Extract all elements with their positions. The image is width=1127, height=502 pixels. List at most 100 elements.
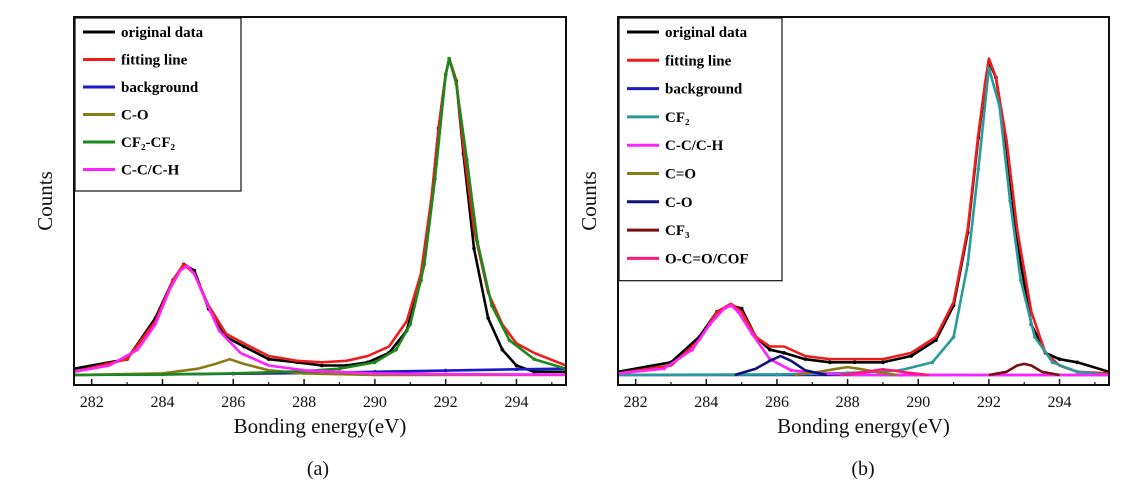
data-point xyxy=(532,357,536,361)
legend-label: CF₃ xyxy=(665,223,690,239)
data-point xyxy=(408,322,413,327)
series-group xyxy=(618,57,1109,377)
data-point xyxy=(951,335,956,339)
x-axis-label: Bonding energy(eV) xyxy=(234,414,407,438)
data-point xyxy=(1008,199,1012,203)
data-point xyxy=(1057,357,1062,361)
data-point xyxy=(454,82,459,86)
series-line-9 xyxy=(840,367,929,377)
legend-label: background xyxy=(665,82,743,98)
x-tick-label: 292 xyxy=(977,394,1001,411)
data-point xyxy=(750,332,755,336)
panel-caption: (b) xyxy=(851,458,874,480)
data-point xyxy=(930,360,935,365)
data-point xyxy=(266,357,271,361)
legend-label: background xyxy=(121,80,199,96)
data-point xyxy=(708,322,712,327)
x-tick-label: 284 xyxy=(694,394,718,411)
series-line-5 xyxy=(618,304,1109,377)
data-point xyxy=(1075,370,1080,374)
legend-label: original data xyxy=(121,25,204,41)
data-point xyxy=(789,368,793,373)
plot-frame xyxy=(617,16,1110,386)
data-point xyxy=(319,363,324,368)
data-point xyxy=(443,72,448,77)
data-point xyxy=(768,347,772,352)
series-line-6 xyxy=(74,264,566,376)
legend-label: C=O xyxy=(665,167,696,183)
x-tick-label: 290 xyxy=(906,394,930,411)
legend: original data fitting line background CF₂ C-… xyxy=(618,17,783,282)
data-point xyxy=(1075,360,1080,365)
data-point xyxy=(909,354,913,358)
data-point xyxy=(736,309,740,314)
data-point xyxy=(1033,335,1037,339)
x-tick-label: 288 xyxy=(836,394,860,411)
data-point xyxy=(690,347,694,352)
legend-label: C-C/C-H xyxy=(665,138,724,154)
data-point xyxy=(465,158,469,162)
data-point xyxy=(394,347,398,352)
data-point xyxy=(782,351,786,355)
data-point xyxy=(987,66,991,70)
legend-label: C-O xyxy=(665,195,693,211)
x-tick-label: 282 xyxy=(80,394,104,411)
legend-label: O-C=O/COF xyxy=(665,251,749,267)
data-point xyxy=(500,347,505,352)
data-point xyxy=(507,338,512,343)
x-tick-label: 292 xyxy=(434,394,458,411)
y-axis-label: Counts xyxy=(577,171,601,231)
series-line-2 xyxy=(618,57,1109,375)
legend-label: fitting line xyxy=(665,53,732,69)
data-point xyxy=(242,344,246,349)
data-point xyxy=(852,360,857,365)
data-point xyxy=(1050,360,1055,365)
chart-panel-b: 282 284 286 288 290 292 294 Bonding energy(eV) C… xyxy=(577,16,1110,480)
data-point xyxy=(443,368,448,373)
data-point xyxy=(532,370,536,374)
x-tick-label: 286 xyxy=(221,394,245,411)
data-point xyxy=(422,262,427,267)
data-point xyxy=(729,303,733,308)
data-point xyxy=(337,366,342,371)
data-point xyxy=(160,372,165,377)
data-point xyxy=(775,372,779,377)
chart-panel-a: 282 284 286 288 290 292 294 Bonding energy(eV) C… xyxy=(33,16,567,480)
series-line-8 xyxy=(988,362,1060,377)
data-point xyxy=(433,177,437,181)
data-point xyxy=(489,303,494,308)
data-point xyxy=(231,371,236,376)
data-point xyxy=(472,246,476,251)
data-point xyxy=(881,360,885,365)
series-line-4 xyxy=(74,357,566,377)
legend-label: CF₂ xyxy=(665,110,690,126)
data-point xyxy=(828,360,832,365)
data-point xyxy=(976,167,981,172)
series-group xyxy=(74,56,566,377)
x-tick-label: 286 xyxy=(765,394,789,411)
data-point xyxy=(965,262,970,267)
x-tick-label: 288 xyxy=(292,394,316,411)
data-point xyxy=(997,104,1002,108)
x-tick-label: 290 xyxy=(363,394,387,411)
legend-label: fitting line xyxy=(121,53,188,69)
data-point xyxy=(373,360,377,365)
plot-frame xyxy=(73,16,567,386)
legend-label: original data xyxy=(665,25,748,41)
data-point xyxy=(447,56,451,61)
y-axis-label: Counts xyxy=(33,171,57,231)
legend: original data fitting line background C-O CF… xyxy=(74,17,242,192)
x-tick-label: 282 xyxy=(624,394,648,411)
series-line-6 xyxy=(794,365,898,377)
data-point xyxy=(803,357,808,361)
data-point xyxy=(514,363,519,368)
data-point xyxy=(934,338,938,343)
x-axis-label: Bonding energy(eV) xyxy=(777,414,950,438)
data-point xyxy=(722,306,726,311)
panel-caption: (a) xyxy=(307,458,329,480)
data-point xyxy=(1018,278,1023,282)
x-tick-label: 284 xyxy=(150,394,174,411)
x-tick-label: 294 xyxy=(504,394,528,411)
data-point xyxy=(514,367,519,372)
